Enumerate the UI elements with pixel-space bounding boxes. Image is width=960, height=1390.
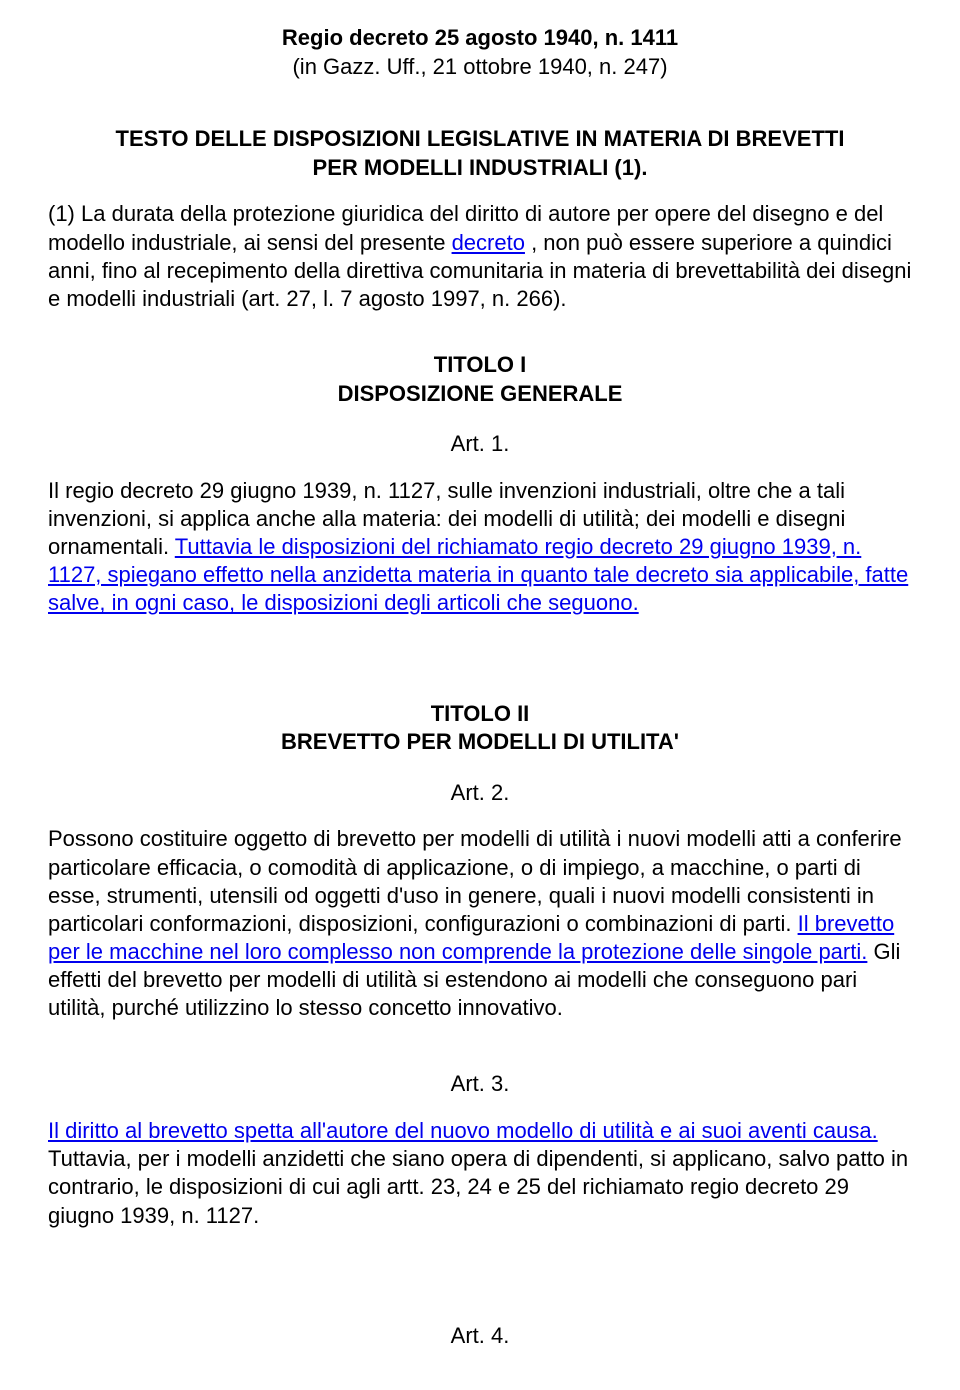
art-2-body: Possono costituire oggetto di brevetto p… <box>48 825 912 1022</box>
gazette-reference: (in Gazz. Uff., 21 ottobre 1940, n. 247) <box>48 53 912 82</box>
subject-line-2: PER MODELLI INDUSTRIALI (1). <box>48 154 912 183</box>
document-page: Regio decreto 25 agosto 1940, n. 1411 (i… <box>0 0 960 1390</box>
art-1-link[interactable]: Tuttavia le disposizioni del richiamato … <box>48 534 908 615</box>
footnote-decreto-link[interactable]: decreto <box>452 230 525 255</box>
art-1-body: Il regio decreto 29 giugno 1939, n. 1127… <box>48 477 912 618</box>
document-title: Regio decreto 25 agosto 1940, n. 1411 <box>48 24 912 53</box>
footnote-1: (1) La durata della protezione giuridica… <box>48 200 912 313</box>
art-3-body: Il diritto al brevetto spetta all'autore… <box>48 1117 912 1230</box>
art-2-heading: Art. 2. <box>48 779 912 808</box>
titolo-2-label: TITOLO II <box>48 700 912 729</box>
art-4-heading: Art. 4. <box>48 1322 912 1351</box>
art-3-s2: Tuttavia, per i modelli anzidetti che si… <box>48 1146 908 1227</box>
subject-line-1: TESTO DELLE DISPOSIZIONI LEGISLATIVE IN … <box>48 125 912 154</box>
titolo-2-name: BREVETTO PER MODELLI DI UTILITA' <box>48 728 912 757</box>
titolo-1-name: DISPOSIZIONE GENERALE <box>48 380 912 409</box>
art-3-link[interactable]: Il diritto al brevetto spetta all'autore… <box>48 1118 878 1143</box>
art-2-s1: Possono costituire oggetto di brevetto p… <box>48 826 902 935</box>
art-3-heading: Art. 3. <box>48 1070 912 1099</box>
titolo-1-label: TITOLO I <box>48 351 912 380</box>
art-1-heading: Art. 1. <box>48 430 912 459</box>
